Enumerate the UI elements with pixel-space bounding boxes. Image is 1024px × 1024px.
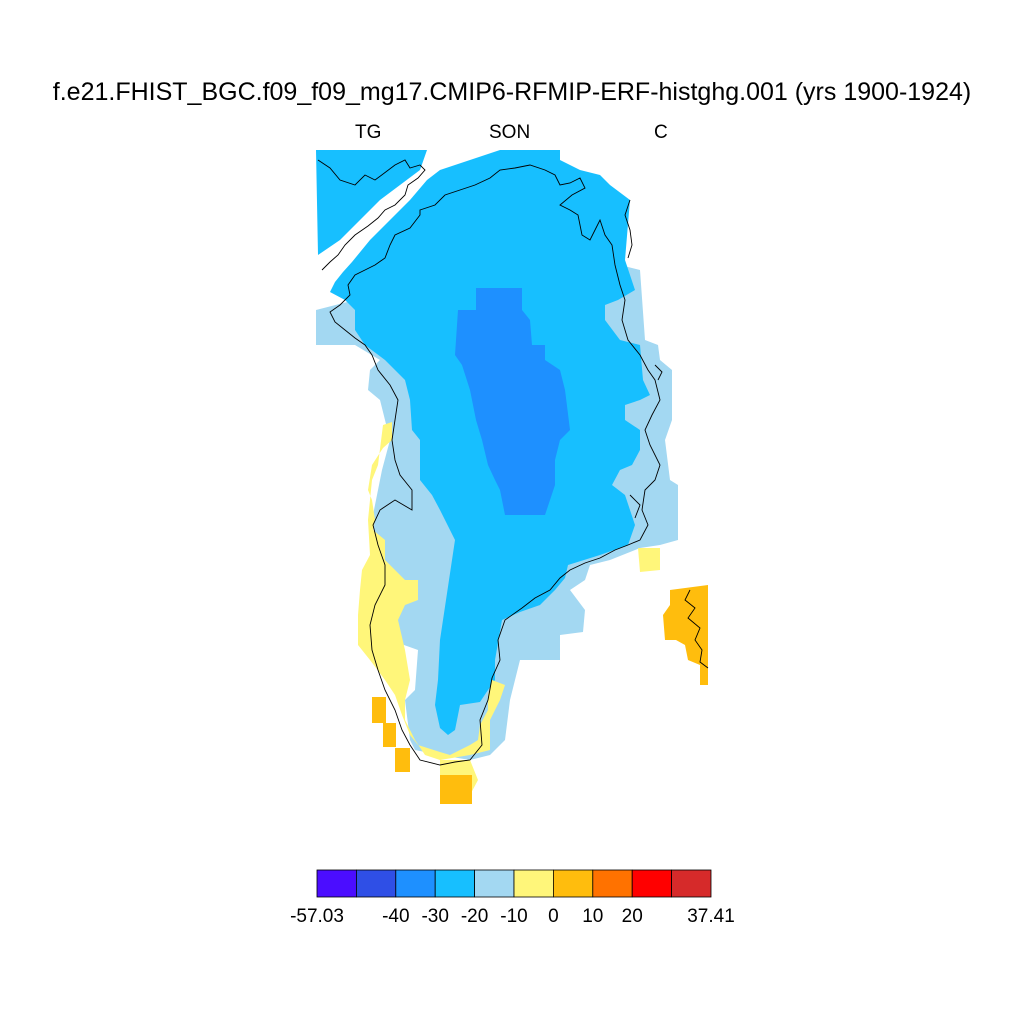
- colorbar-swatch-1: [355, 869, 397, 898]
- field-band-minus40-minus30: [455, 288, 570, 515]
- colorbar-swatches: [316, 869, 712, 898]
- variable-label: TG: [355, 122, 382, 143]
- colorbar-swatch-8: [631, 869, 673, 898]
- colorbar-swatch-3: [434, 869, 476, 898]
- field-band-10-20: [372, 585, 708, 804]
- season-label: SON: [489, 122, 531, 143]
- colorbar-label-4: -10: [500, 906, 527, 927]
- colorbar-swatch-7: [592, 869, 633, 898]
- colorbar-label-5: 0: [548, 906, 559, 927]
- colorbar-label-7: 20: [622, 906, 643, 927]
- colorbar-labels: -57.03 -40 -30 -20 -10 0 10 20 37.41: [290, 906, 735, 927]
- colorbar-label-8: 37.41: [687, 906, 735, 927]
- colorbar-label-1: -40: [382, 906, 409, 927]
- units-label: C: [654, 122, 668, 143]
- colorbar-swatch-0: [316, 869, 357, 898]
- colorbar-label-3: -20: [461, 906, 488, 927]
- colorbar-label-2: -30: [421, 906, 448, 927]
- colorbar-swatch-6: [553, 869, 594, 898]
- colorbar-swatch-5: [513, 869, 554, 898]
- colorbar-swatch-2: [395, 869, 436, 898]
- colorbar-swatch-4: [474, 869, 515, 898]
- plot-title: f.e21.FHIST_BGC.f09_f09_mg17.CMIP6-RFMIP…: [52, 78, 972, 106]
- colorbar-label-0: -57.03: [290, 906, 344, 927]
- coastline: [317, 159, 709, 766]
- colorbar-swatch-9: [671, 869, 712, 898]
- colorbar-label-6: 10: [582, 906, 603, 927]
